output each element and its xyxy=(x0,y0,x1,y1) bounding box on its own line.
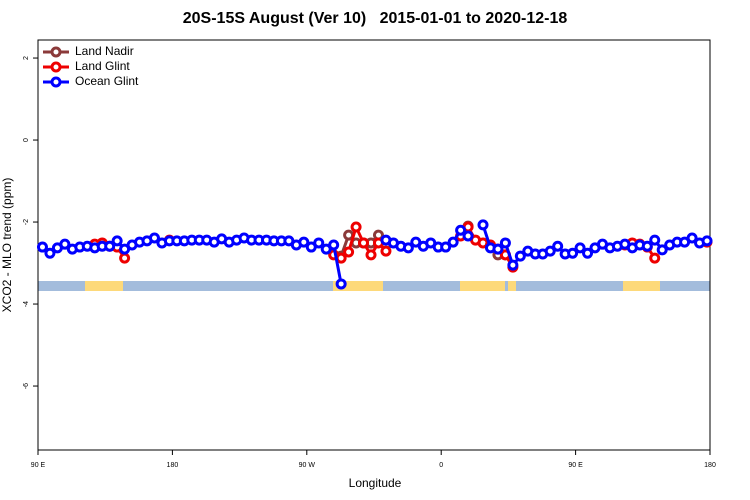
series-point xyxy=(313,237,325,249)
series-point xyxy=(44,247,56,259)
x-axis-label: Longitude xyxy=(349,476,402,490)
series-point xyxy=(462,230,474,242)
series-point xyxy=(380,245,392,257)
series-point xyxy=(582,247,594,259)
series-point xyxy=(440,241,452,253)
series-point xyxy=(477,219,489,231)
x-tick-label: 90 E xyxy=(31,462,46,469)
series-point xyxy=(447,236,459,248)
land-strip xyxy=(85,281,123,291)
land-strip xyxy=(508,281,516,291)
series-point xyxy=(148,232,160,244)
land-strip xyxy=(460,281,505,291)
series-point xyxy=(298,236,310,248)
series-point xyxy=(656,244,668,256)
x-tick-label: 180 xyxy=(167,462,179,469)
series-point xyxy=(59,238,71,250)
land-strip xyxy=(333,281,383,291)
chart-title: 20S-15S August (Ver 10) 2015-01-01 to 20… xyxy=(183,10,568,27)
x-tick-label: 90 E xyxy=(568,462,583,469)
legend-label: Land Glint xyxy=(75,59,130,73)
legend-marker xyxy=(50,61,62,73)
legend-label: Land Nadir xyxy=(75,44,134,58)
series-point xyxy=(119,252,131,264)
series-point xyxy=(567,247,579,259)
y-tick-label: -4 xyxy=(23,301,30,307)
series-point xyxy=(507,259,519,271)
series-point xyxy=(358,237,370,249)
x-tick-label: 0 xyxy=(439,462,443,469)
series-point xyxy=(343,246,355,258)
series-point xyxy=(574,242,586,254)
series-point xyxy=(686,232,698,244)
land-strip xyxy=(623,281,660,291)
series-point xyxy=(649,252,661,264)
series-point xyxy=(328,239,340,251)
series-point xyxy=(701,235,713,247)
series-point xyxy=(552,240,564,252)
y-tick-label: 0 xyxy=(23,138,30,142)
series-point xyxy=(455,224,467,236)
series-point xyxy=(350,221,362,233)
surface-strip xyxy=(38,281,710,291)
series-point xyxy=(514,250,526,262)
series-point xyxy=(492,243,504,255)
series-point xyxy=(499,237,511,249)
series-point xyxy=(335,252,347,264)
series-point xyxy=(365,249,377,261)
legend-label: Ocean Glint xyxy=(75,74,139,88)
series-point xyxy=(335,278,347,290)
x-tick-label: 180 xyxy=(704,462,716,469)
y-tick-label: -6 xyxy=(23,383,30,389)
x-tick-label: 90 W xyxy=(299,462,316,469)
series-point xyxy=(544,245,556,257)
legend-marker xyxy=(50,76,62,88)
y-tick-label: 2 xyxy=(23,56,30,60)
series-point xyxy=(641,240,653,252)
y-tick-label: -2 xyxy=(23,219,30,225)
series-point xyxy=(402,242,414,254)
series-point xyxy=(36,241,48,253)
series-point xyxy=(111,235,123,247)
series-point xyxy=(649,234,661,246)
legend-marker xyxy=(50,46,62,58)
series-point xyxy=(104,240,116,252)
y-axis-label: XCO2 - MLO trend (ppm) xyxy=(0,178,14,313)
